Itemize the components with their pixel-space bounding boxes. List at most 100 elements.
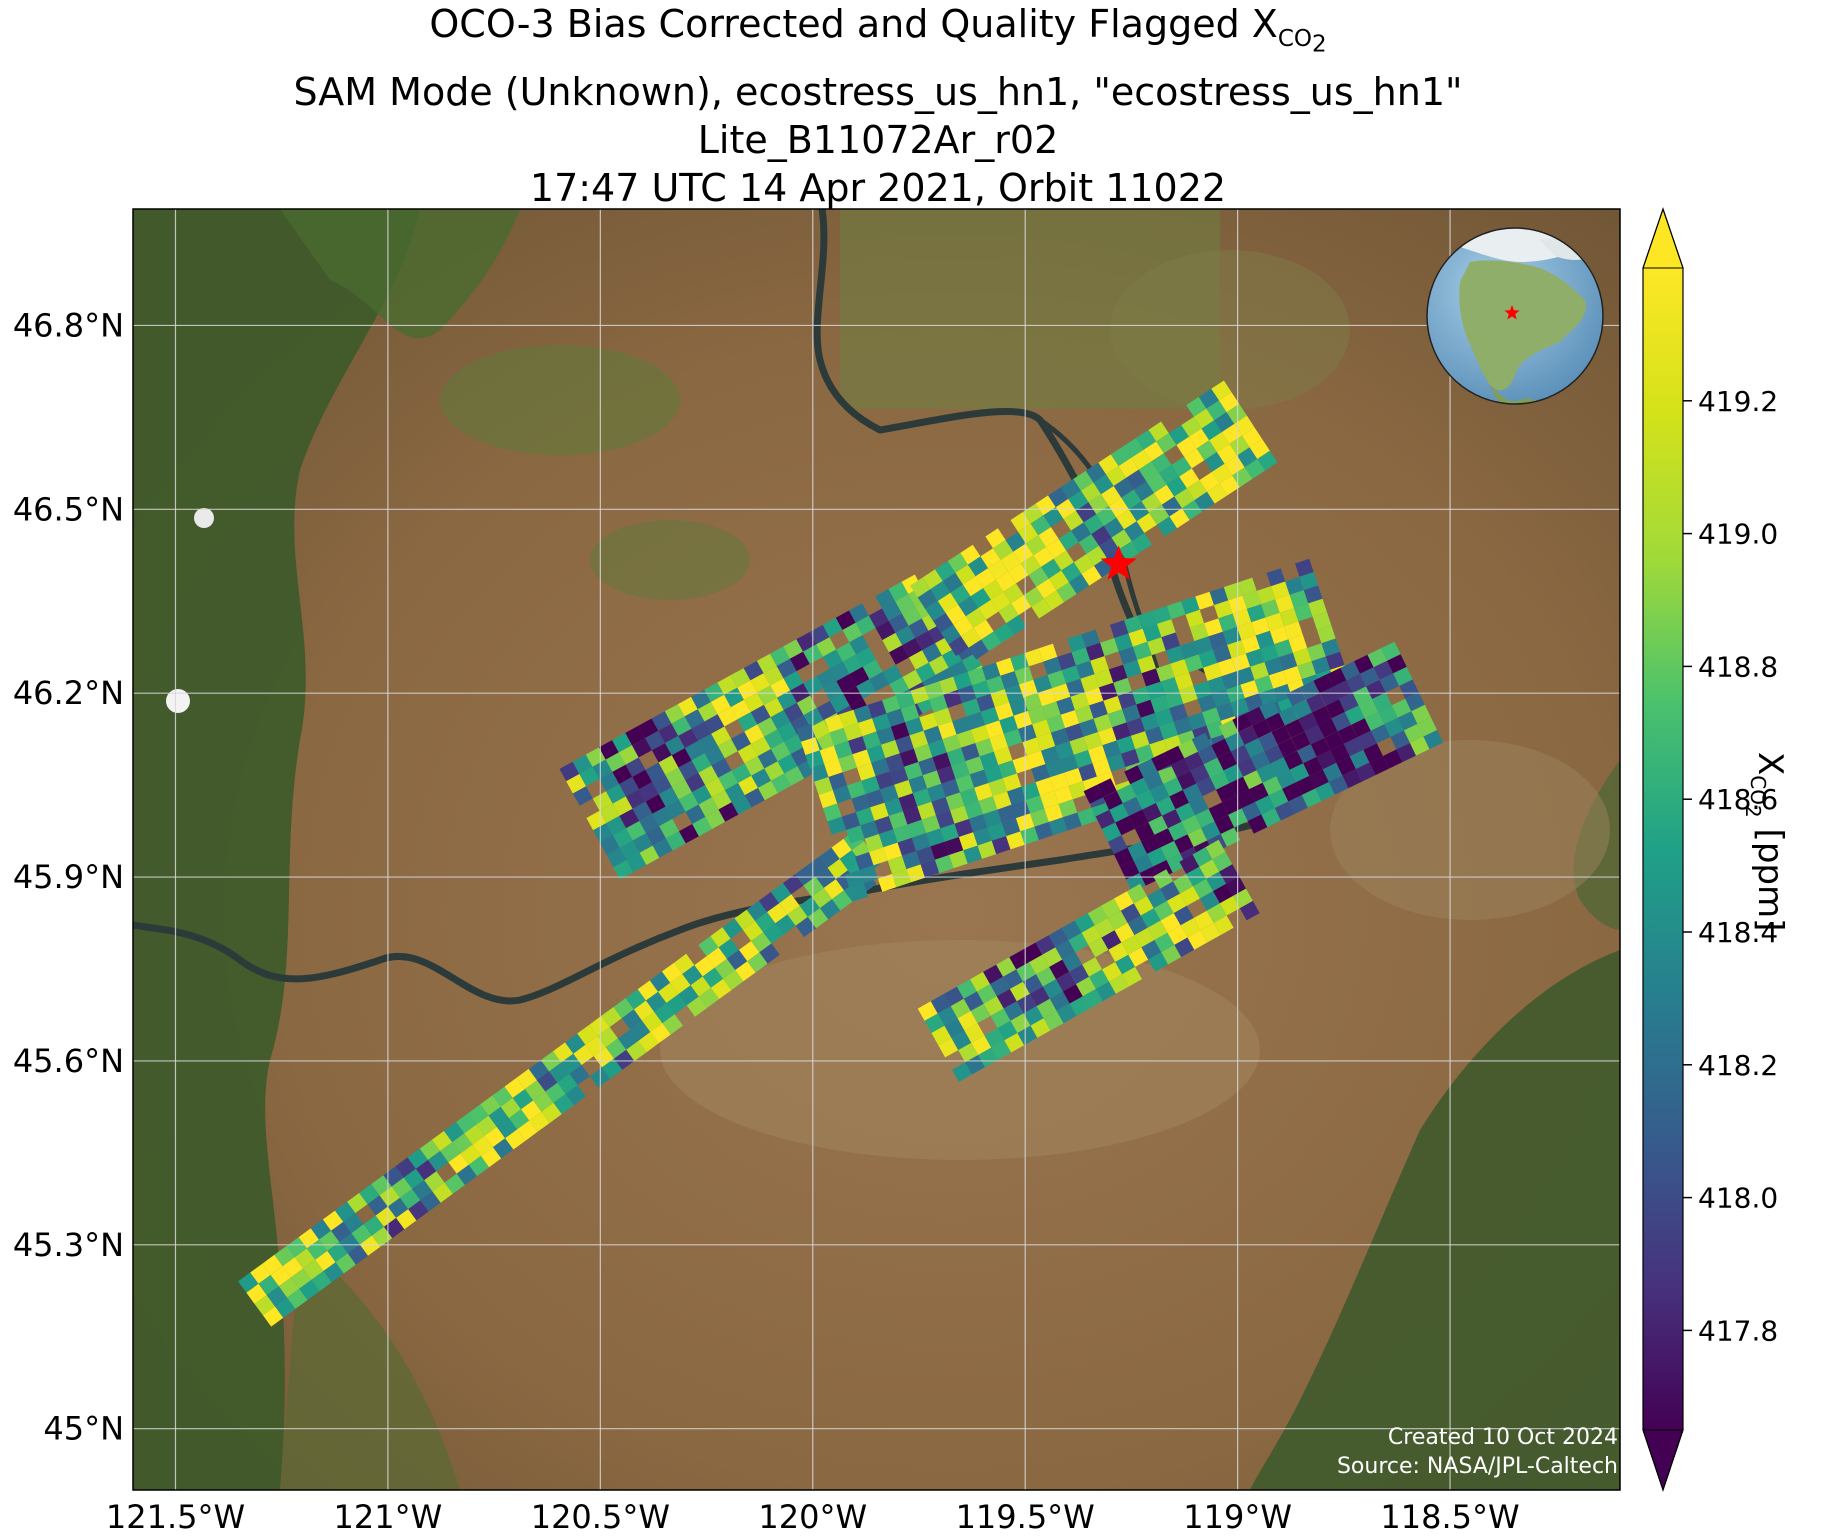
xco2-cell xyxy=(1058,530,1079,551)
xco2-cell xyxy=(428,1151,449,1172)
xco2-cell xyxy=(889,766,909,785)
xco2-cell xyxy=(877,873,897,892)
xco2-cell xyxy=(1076,502,1097,523)
xco2-cell xyxy=(978,1047,999,1068)
xco2-cell xyxy=(885,753,905,772)
xco2-cell xyxy=(637,980,659,1001)
xco2-cell xyxy=(767,903,788,924)
xco2-cell xyxy=(1008,563,1029,584)
lon-tick-label: 121.5°W xyxy=(106,1498,245,1536)
xco2-cell xyxy=(1133,853,1154,873)
xco2-cell xyxy=(1030,515,1051,536)
xco2-cell xyxy=(835,610,856,630)
xco2-cell xyxy=(880,784,899,803)
xco2-cell xyxy=(412,1180,433,1201)
xco2-cell xyxy=(1090,656,1109,675)
xco2-cell xyxy=(1108,497,1129,518)
xco2-cell xyxy=(1391,698,1412,718)
xco2-cell xyxy=(971,1035,992,1055)
xco2-cell xyxy=(718,738,738,759)
xco2-cell xyxy=(1189,428,1210,449)
xco2-cell xyxy=(1043,590,1065,611)
xco2-cell xyxy=(1112,722,1131,741)
xco2-cell xyxy=(1023,1006,1044,1026)
xco2-cell xyxy=(440,1142,461,1163)
xco2-cell xyxy=(327,1242,348,1263)
xco2-cell xyxy=(1176,770,1197,790)
xco2-cell xyxy=(849,603,869,623)
xco2-cell xyxy=(1101,930,1122,950)
xco2-cell xyxy=(737,743,758,764)
xco2-cell xyxy=(528,1060,550,1081)
xco2-cell xyxy=(335,1253,356,1274)
xco2-cell xyxy=(836,642,856,662)
xco2-cell xyxy=(822,617,843,638)
xco2-cell xyxy=(1006,615,1027,635)
xco2-cell xyxy=(593,823,613,843)
xco2-cell xyxy=(1003,969,1023,989)
xco2-cell xyxy=(1011,595,1032,615)
xco2-cell xyxy=(1043,507,1064,528)
credits: Created 10 Oct 2024 Source: NASA/JPL-Cal… xyxy=(1337,1423,1618,1481)
xco2-cell xyxy=(1382,749,1403,769)
xco2-cell xyxy=(658,755,679,775)
created-date: Created 10 Oct 2024 xyxy=(1387,1425,1618,1450)
farmland-eastern xyxy=(1330,740,1610,920)
xco2-cell xyxy=(1099,682,1118,701)
xco2-cell xyxy=(1171,456,1192,477)
xco2-cell xyxy=(1029,954,1050,975)
xco2-cell xyxy=(938,721,957,740)
xco2-cell xyxy=(1226,403,1247,424)
xco2-cell xyxy=(1013,543,1034,564)
xco2-cell xyxy=(1193,408,1215,429)
xco2-cell xyxy=(981,631,1002,652)
xco2-cell xyxy=(1411,704,1431,724)
xco2-cell xyxy=(1209,432,1230,452)
xco2-cell xyxy=(1140,908,1161,928)
xco2-cell xyxy=(1058,799,1078,818)
xco2-cell xyxy=(777,722,798,742)
xco2-cell xyxy=(266,1286,288,1307)
xco2-cell xyxy=(1336,756,1356,776)
xco2-cell xyxy=(493,1138,514,1159)
gridlines xyxy=(133,209,1620,1490)
xco2-cell xyxy=(396,1209,417,1230)
xco2-cell xyxy=(1181,596,1200,615)
xco2-cell xyxy=(1206,871,1227,892)
xco2-cell xyxy=(1122,704,1141,723)
xco2-cell xyxy=(639,813,660,834)
xco2-cell xyxy=(1245,706,1266,726)
xco2-cell xyxy=(639,845,660,865)
colorbar-tick-label: 418.4 xyxy=(1698,916,1778,949)
xco2-cell xyxy=(963,576,984,597)
xco2-cell xyxy=(1123,659,1142,678)
xco2-cell xyxy=(645,762,666,782)
xco2-cell xyxy=(254,1295,275,1316)
xco2-cell xyxy=(1136,429,1157,450)
xco2-cell xyxy=(803,707,824,728)
xco2-cell xyxy=(970,588,991,608)
xco2-cell xyxy=(784,766,805,786)
xco2-cell xyxy=(1337,724,1358,744)
xco2-cell xyxy=(706,947,727,968)
xco2-cell xyxy=(1057,652,1076,671)
xco2-cell xyxy=(1154,708,1174,727)
xco2-cell xyxy=(950,584,971,605)
xco2-cell xyxy=(931,797,951,816)
xco2-cell xyxy=(505,1129,526,1150)
xco2-cell xyxy=(646,826,666,846)
xco2-cell xyxy=(633,1000,655,1021)
xco2-cell xyxy=(1103,696,1123,714)
xco2-cell xyxy=(1330,743,1350,763)
xco2-cell xyxy=(1035,935,1056,955)
xco2-cell xyxy=(612,732,632,753)
xco2-cell xyxy=(718,938,739,959)
xco2-cell xyxy=(1184,448,1205,469)
xco2-cell xyxy=(1173,717,1193,735)
xco2-cell xyxy=(1352,686,1373,706)
xco2-cell xyxy=(601,1007,622,1028)
xco2-cell xyxy=(973,827,992,846)
xco2-cell xyxy=(1166,853,1187,873)
xco2-cell xyxy=(1307,643,1326,662)
